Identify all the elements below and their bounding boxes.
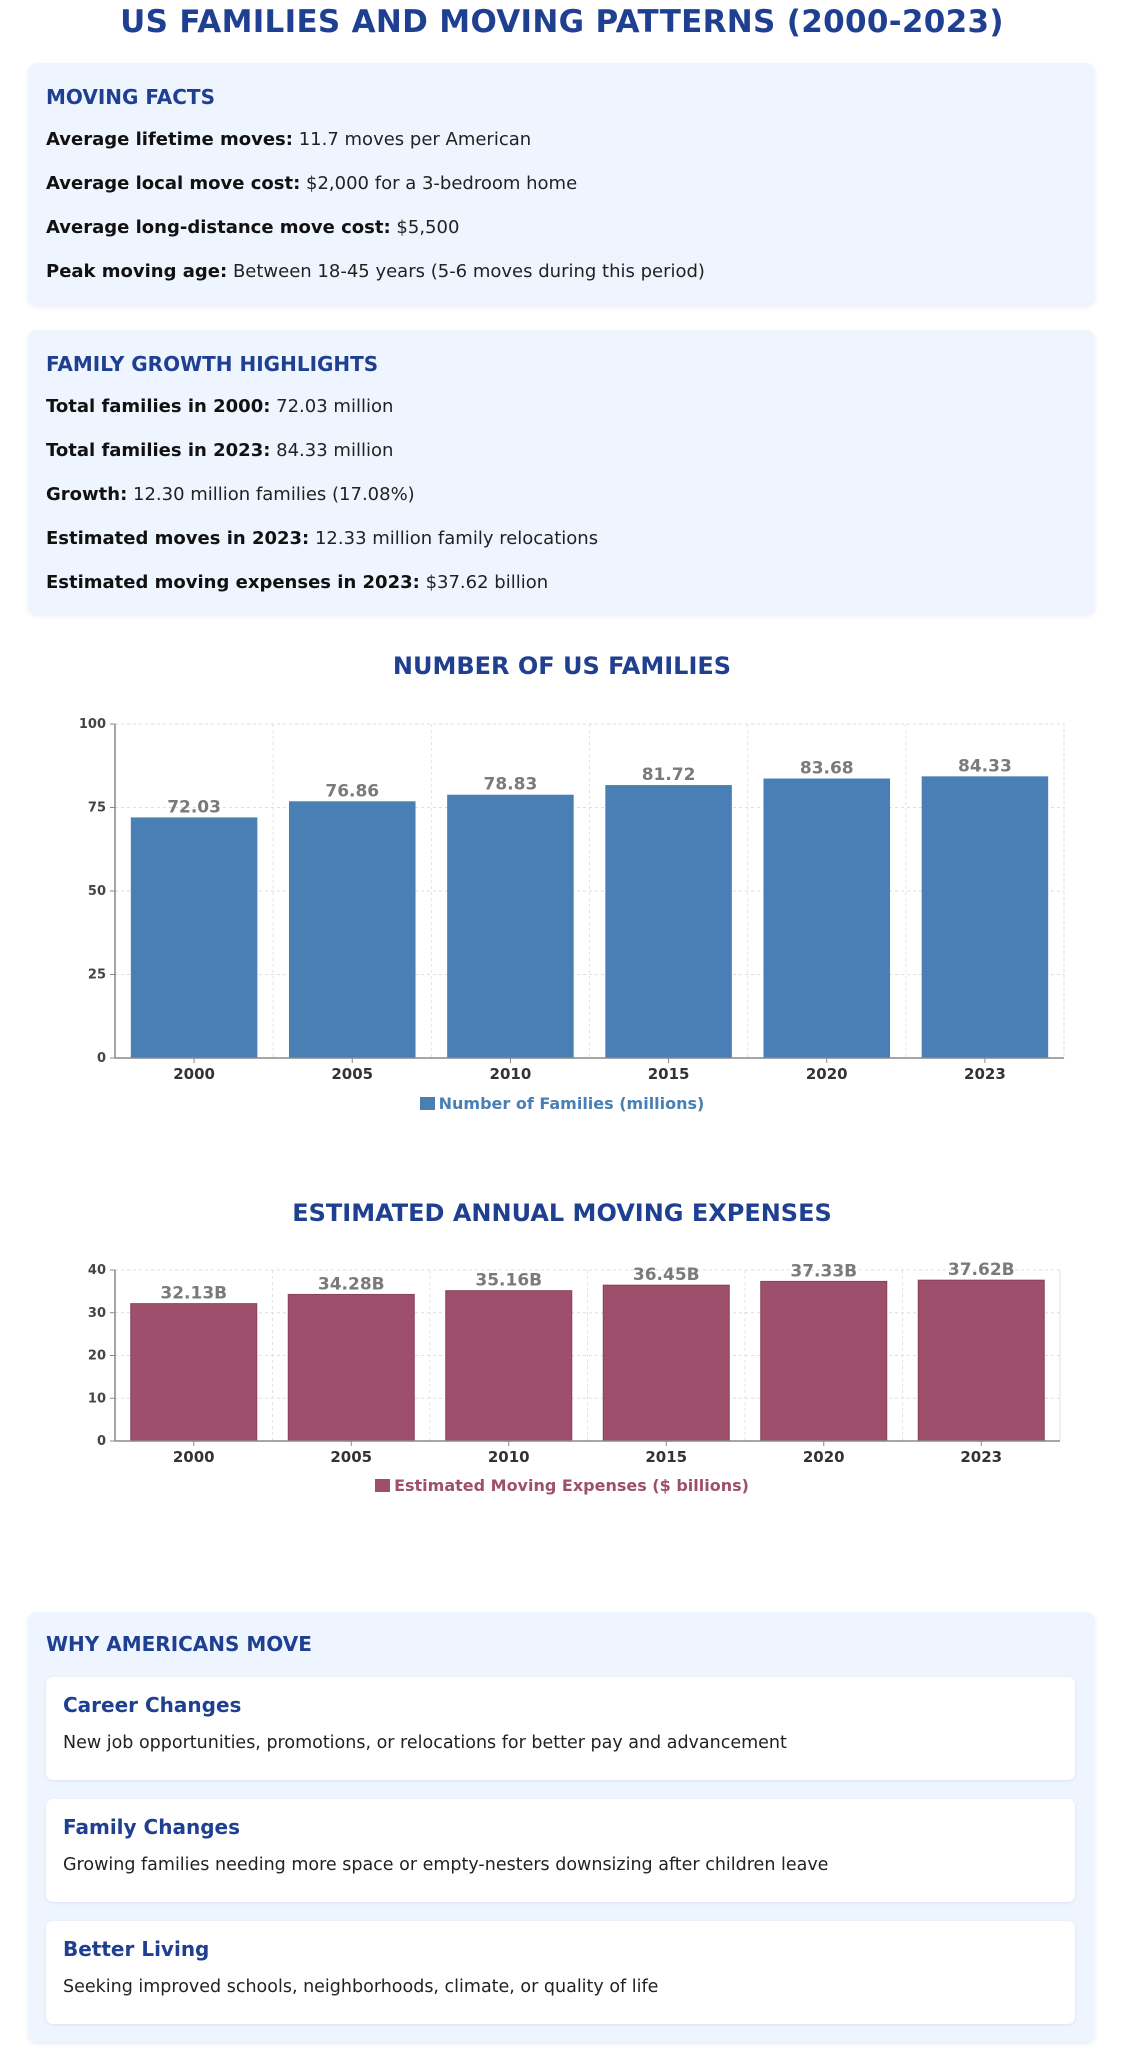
data-label: 37.33B xyxy=(790,1261,857,1281)
data-label: 72.03 xyxy=(167,797,221,817)
fact-value: 12.33 million family relocations xyxy=(314,528,599,549)
bar-2010[interactable] xyxy=(447,794,574,1058)
reason-better-living: Better Living Seeking improved schools, … xyxy=(46,1921,1075,2024)
y-tick-label: 50 xyxy=(88,884,106,899)
x-tick-label: 2010 xyxy=(490,1065,532,1083)
fact-value: $2,000 for a 3-bedroom home xyxy=(306,173,578,194)
expenses-chart-title: ESTIMATED ANNUAL MOVING EXPENSES xyxy=(292,1199,832,1227)
data-label: 81.72 xyxy=(642,765,696,785)
x-tick-label: 2023 xyxy=(964,1065,1006,1083)
fact-long-distance-cost: Average long-distance move cost: $5,500 xyxy=(46,217,459,238)
why-move-title: WHY AMERICANS MOVE xyxy=(46,1632,312,1656)
fact-estimated-moves: Estimated moves in 2023: 12.33 million f… xyxy=(46,528,598,549)
fact-label: Average local move cost: xyxy=(46,173,301,194)
x-tick-label: 2015 xyxy=(648,1065,690,1083)
page-title: US FAMILIES AND MOVING PATTERNS (2000-20… xyxy=(120,4,1004,40)
x-tick-label: 2005 xyxy=(330,1448,372,1466)
fact-growth: Growth: 12.30 million families (17.08%) xyxy=(46,484,415,505)
fact-value: $37.62 billion xyxy=(425,572,549,593)
x-tick-label: 2020 xyxy=(803,1448,845,1466)
bar-2015[interactable] xyxy=(605,785,732,1058)
reason-desc: Seeking improved schools, neighborhoods,… xyxy=(63,1977,659,1997)
reason-career-changes: Career Changes New job opportunities, pr… xyxy=(46,1677,1075,1780)
reason-desc: New job opportunities, promotions, or re… xyxy=(63,1733,787,1753)
fact-value: 84.33 million xyxy=(276,440,394,461)
x-tick-label: 2015 xyxy=(645,1448,687,1466)
y-tick-label: 10 xyxy=(88,1391,106,1406)
data-label: 83.68 xyxy=(800,759,854,779)
growth-highlights-title: FAMILY GROWTH HIGHLIGHTS xyxy=(46,352,379,376)
reason-family-changes: Family Changes Growing families needing … xyxy=(46,1799,1075,1902)
fact-value: 11.7 moves per American xyxy=(298,129,532,150)
bar-2000[interactable] xyxy=(130,1303,258,1442)
reason-title: Career Changes xyxy=(63,1693,242,1717)
bar-2020[interactable] xyxy=(760,1280,888,1442)
bar-2005[interactable] xyxy=(287,1293,415,1442)
fact-value: 72.03 million xyxy=(276,396,394,417)
data-label: 76.86 xyxy=(325,781,379,801)
legend-swatch xyxy=(375,1479,391,1492)
y-tick-label: 40 xyxy=(88,1263,106,1278)
families-chart-legend: Number of Families (millions) xyxy=(0,1094,1124,1113)
x-tick-label: 2010 xyxy=(488,1448,530,1466)
data-label: 78.83 xyxy=(484,775,538,795)
fact-value: $5,500 xyxy=(396,217,460,238)
fact-peak-moving-age: Peak moving age: Between 18-45 years (5-… xyxy=(46,261,705,282)
fact-label: Peak moving age: xyxy=(46,261,228,282)
moving-facts-card: MOVING FACTS Average lifetime moves: 11.… xyxy=(28,63,1095,305)
legend-label: Estimated Moving Expenses ($ billions) xyxy=(394,1476,749,1495)
bar-2015[interactable] xyxy=(602,1284,730,1442)
fact-label: Growth: xyxy=(46,484,128,505)
moving-facts-title: MOVING FACTS xyxy=(46,85,215,109)
fact-label: Average long-distance move cost: xyxy=(46,217,391,238)
data-label: 35.16B xyxy=(475,1271,542,1291)
fact-value: 12.30 million families (17.08%) xyxy=(133,484,415,505)
y-tick-label: 30 xyxy=(88,1306,106,1321)
x-tick-label: 2005 xyxy=(331,1065,373,1083)
bar-2000[interactable] xyxy=(130,817,258,1058)
bar-2023[interactable] xyxy=(917,1279,1045,1442)
data-label: 36.45B xyxy=(633,1265,700,1285)
y-tick-label: 25 xyxy=(88,968,106,983)
bar-2023[interactable] xyxy=(921,776,1049,1058)
why-move-card: WHY AMERICANS MOVE Career Changes New jo… xyxy=(28,1612,1095,2042)
expenses-chart-legend: Estimated Moving Expenses ($ billions) xyxy=(0,1476,1124,1495)
bar-2010[interactable] xyxy=(445,1290,573,1442)
fact-local-move-cost: Average local move cost: $2,000 for a 3-… xyxy=(46,173,577,194)
x-tick-label: 2020 xyxy=(806,1065,848,1083)
y-tick-label: 20 xyxy=(88,1349,106,1364)
families-chart-title: NUMBER OF US FAMILIES xyxy=(392,652,732,680)
data-label: 32.13B xyxy=(160,1284,227,1304)
reason-title: Better Living xyxy=(63,1937,210,1961)
x-tick-label: 2000 xyxy=(173,1065,215,1083)
x-tick-label: 2000 xyxy=(173,1448,215,1466)
x-tick-label: 2023 xyxy=(960,1448,1002,1466)
reason-desc: Growing families needing more space or e… xyxy=(63,1855,829,1875)
bar-2005[interactable] xyxy=(288,801,416,1058)
fact-estimated-expenses: Estimated moving expenses in 2023: $37.6… xyxy=(46,572,548,593)
data-label: 37.62B xyxy=(948,1260,1015,1280)
legend-label: Number of Families (millions) xyxy=(438,1094,705,1113)
y-tick-label: 0 xyxy=(97,1434,106,1449)
fact-lifetime-moves: Average lifetime moves: 11.7 moves per A… xyxy=(46,129,531,150)
bar-2020[interactable] xyxy=(763,778,891,1058)
data-label: 84.33 xyxy=(958,756,1012,776)
families-chart: 0 25 50 75 100 72.03 2000 76.86 2005 78.83 2010 81.… xyxy=(79,717,1065,1083)
fact-families-2023: Total families in 2023: 84.33 million xyxy=(46,440,393,461)
y-tick-label: 100 xyxy=(79,717,106,732)
fact-label: Total families in 2023: xyxy=(46,440,271,461)
y-tick-label: 0 xyxy=(97,1051,106,1066)
expenses-chart: 0 10 20 30 40 32.13B 2000 34.28B 2005 35.16B 2010 3… xyxy=(88,1260,1061,1466)
legend-swatch xyxy=(419,1097,435,1110)
fact-label: Estimated moving expenses in 2023: xyxy=(46,572,420,593)
fact-label: Total families in 2000: xyxy=(46,396,271,417)
fact-label: Average lifetime moves: xyxy=(46,129,293,150)
fact-value: Between 18-45 years (5-6 moves during th… xyxy=(232,261,705,282)
growth-highlights-card: FAMILY GROWTH HIGHLIGHTS Total families … xyxy=(28,330,1095,614)
y-tick-label: 75 xyxy=(88,801,106,816)
reason-title: Family Changes xyxy=(63,1815,240,1839)
fact-families-2000: Total families in 2000: 72.03 million xyxy=(46,396,393,417)
fact-label: Estimated moves in 2023: xyxy=(46,528,310,549)
data-label: 34.28B xyxy=(318,1274,385,1294)
